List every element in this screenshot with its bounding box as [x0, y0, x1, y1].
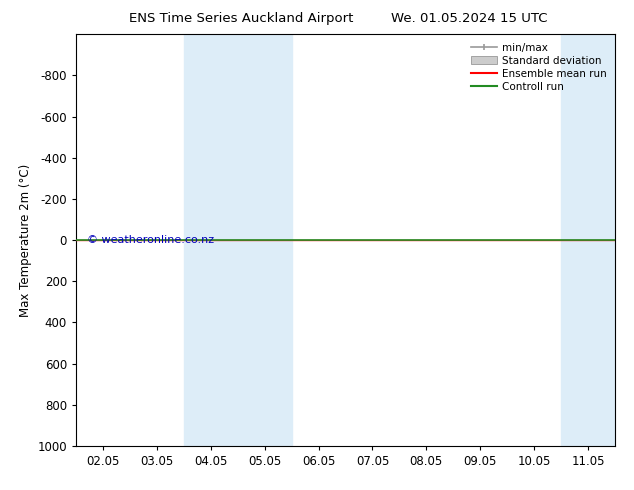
Bar — [184, 34, 238, 446]
Bar — [238, 34, 292, 446]
Text: ENS Time Series Auckland Airport: ENS Time Series Auckland Airport — [129, 12, 353, 25]
Y-axis label: Max Temperature 2m (°C): Max Temperature 2m (°C) — [19, 164, 32, 317]
Text: © weatheronline.co.nz: © weatheronline.co.nz — [87, 235, 214, 245]
Text: We. 01.05.2024 15 UTC: We. 01.05.2024 15 UTC — [391, 12, 547, 25]
Legend: min/max, Standard deviation, Ensemble mean run, Controll run: min/max, Standard deviation, Ensemble me… — [467, 40, 610, 95]
Bar — [561, 34, 615, 446]
